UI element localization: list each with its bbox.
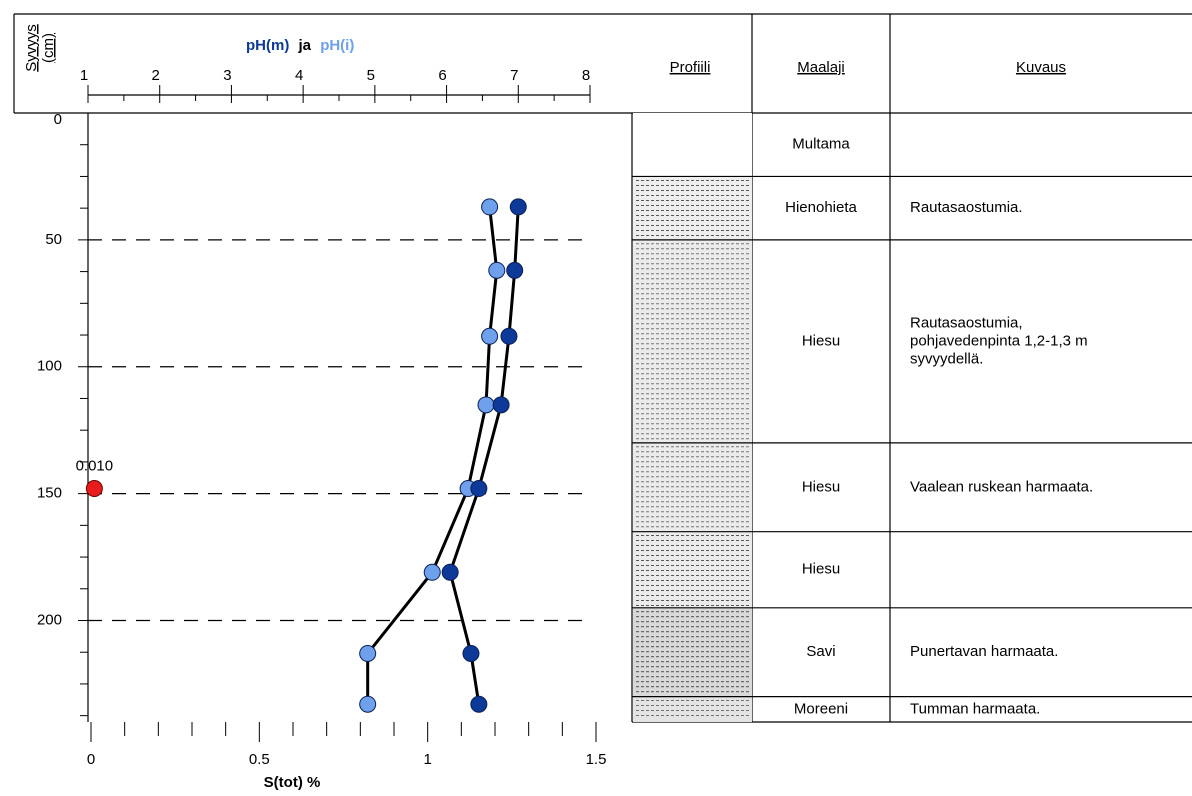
series-line <box>368 207 497 704</box>
title-series: pH(i) <box>320 37 354 54</box>
column-header: Maalaji <box>797 59 845 76</box>
s-point <box>86 481 102 497</box>
chart: Syvyys (cm) pH(m) ja pH(i) S(tot) % Prof… <box>0 0 1192 796</box>
y-tick-label: 150 <box>37 485 62 502</box>
soil-type: Hiesu <box>802 561 840 578</box>
depth-unit: (cm) <box>40 33 57 63</box>
x-tick-label: 6 <box>438 67 446 84</box>
s-tick-label: 0 <box>87 751 95 768</box>
y-tick-label: 0 <box>54 111 62 128</box>
soil-type: Multama <box>792 136 850 153</box>
data-point <box>478 397 494 413</box>
soil-type: Hiesu <box>802 332 840 349</box>
description: Vaalean ruskean harmaata. <box>910 478 1093 495</box>
s-value-label: 0.010 <box>76 458 114 475</box>
soil-type: Hiesu <box>802 478 840 495</box>
data-point <box>424 564 440 580</box>
profile-layer <box>633 113 752 176</box>
title-conjunction: ja <box>298 37 312 54</box>
description: syvyydellä. <box>910 350 983 367</box>
s-tick-label: 1 <box>423 751 431 768</box>
x-tick-label: 2 <box>152 67 160 84</box>
data-point <box>510 199 526 215</box>
data-point <box>471 696 487 712</box>
x-tick-label: 1 <box>80 67 88 84</box>
data-point <box>501 328 517 344</box>
column-header: Profiili <box>670 59 711 76</box>
soil-type: Moreeni <box>794 700 848 717</box>
s-tick-label: 1.5 <box>586 751 607 768</box>
data-point <box>507 262 523 278</box>
y-tick-label: 100 <box>37 358 62 375</box>
data-point <box>493 397 509 413</box>
data-point <box>489 262 505 278</box>
y-tick-label: 50 <box>45 231 62 248</box>
x-tick-label: 5 <box>367 67 375 84</box>
x-tick-label: 7 <box>510 67 518 84</box>
s-tick-label: 0.5 <box>249 751 270 768</box>
frame <box>14 14 1192 722</box>
title-series: pH(m) <box>246 37 289 54</box>
x-tick-label: 4 <box>295 67 303 84</box>
profile-layer <box>633 443 752 532</box>
description: Tumman harmaata. <box>910 700 1040 717</box>
chart-title: pH(m) ja pH(i) <box>246 37 354 54</box>
s-axis-title: S(tot) % <box>264 774 321 791</box>
data-point <box>471 481 487 497</box>
profile-layer <box>633 608 752 697</box>
data-point <box>482 199 498 215</box>
data-point <box>442 564 458 580</box>
profile-layer <box>633 532 752 608</box>
description: Punertavan harmaata. <box>910 643 1058 660</box>
data-point <box>360 645 376 661</box>
description: pohjavedenpinta 1,2-1,3 m <box>910 332 1088 349</box>
x-tick-label: 8 <box>582 67 590 84</box>
x-tick-label: 3 <box>223 67 231 84</box>
description: Rautasaostumia. <box>910 199 1023 216</box>
description: Rautasaostumia, <box>910 314 1023 331</box>
y-tick-label: 200 <box>37 611 62 628</box>
depth-label: Syvyys <box>23 24 40 72</box>
data-point <box>360 696 376 712</box>
data-point <box>463 645 479 661</box>
column-header: Kuvaus <box>1016 59 1066 76</box>
profile-layer <box>633 240 752 443</box>
soil-type: Savi <box>806 643 835 660</box>
series-line <box>450 207 518 704</box>
data-point <box>482 328 498 344</box>
soil-type: Hienohieta <box>785 199 857 216</box>
